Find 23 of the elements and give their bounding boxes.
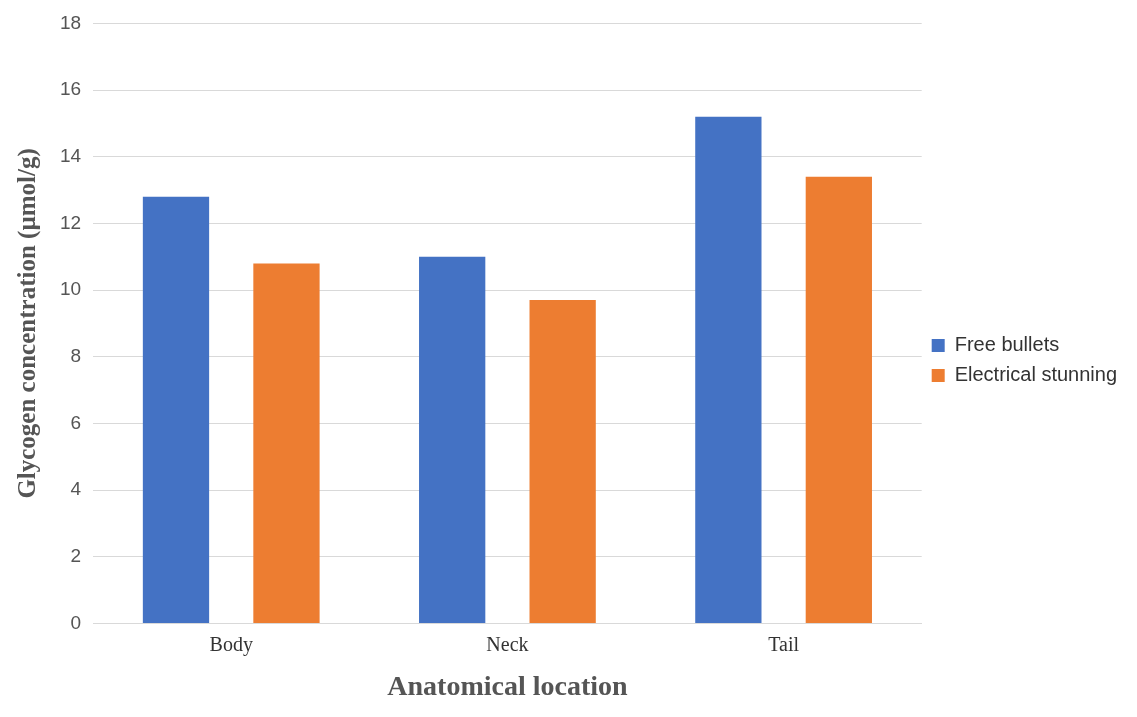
y-tick-label: 2 (70, 544, 82, 566)
y-tick-label: 12 (59, 211, 82, 233)
bar (419, 256, 486, 623)
bar (529, 300, 596, 623)
legend-label: Electrical stunning (954, 363, 1118, 386)
x-tick-label: Tail (768, 632, 800, 655)
bar (805, 176, 872, 623)
y-tick-label: 14 (59, 144, 82, 166)
y-tick-label: 18 (59, 11, 82, 33)
y-tick-label: 4 (70, 478, 82, 500)
bar (695, 116, 762, 623)
bar (253, 263, 320, 623)
y-tick-label: 6 (70, 411, 82, 433)
y-tick-label: 16 (59, 78, 82, 100)
y-tick-label: 8 (70, 344, 82, 366)
y-tick-label: 10 (59, 278, 82, 300)
y-axis-title: Glycogen concentration (µmol/g) (13, 148, 42, 499)
x-tick-label: Body (209, 632, 253, 656)
x-tick-label: Neck (486, 632, 529, 655)
legend-label: Free bullets (954, 333, 1060, 356)
y-tick-label: 0 (70, 611, 82, 633)
bar (142, 196, 210, 623)
x-axis-title: Anatomical location (387, 670, 628, 702)
